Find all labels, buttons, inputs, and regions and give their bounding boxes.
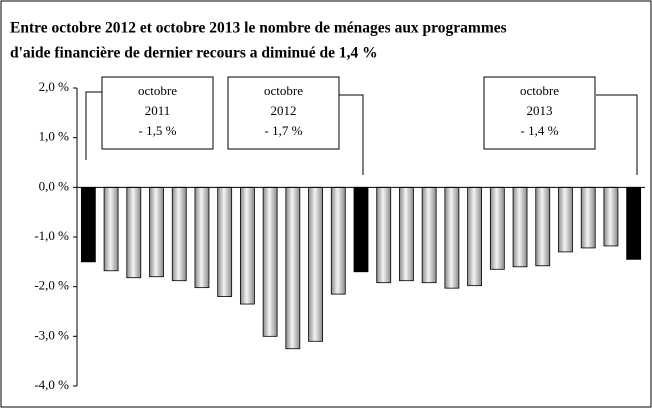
bar — [262, 186, 278, 337]
annotation-text: 2012 — [271, 103, 297, 118]
y-tick-label: -4,0 % — [34, 377, 69, 392]
bar — [330, 186, 346, 295]
bar — [580, 186, 596, 249]
y-tick-label: 0,0 % — [39, 178, 70, 193]
bar — [376, 186, 392, 284]
bar — [103, 186, 119, 272]
annotation-text: 2013 — [527, 103, 553, 118]
bar — [149, 186, 164, 278]
bar — [171, 186, 187, 282]
bar — [489, 186, 505, 270]
bar — [467, 186, 483, 287]
bar — [421, 186, 437, 284]
bar — [353, 186, 369, 273]
bar — [126, 186, 142, 279]
bar — [626, 186, 642, 260]
annotation-text: octobre — [138, 83, 177, 98]
bar — [194, 186, 210, 289]
bar — [444, 186, 460, 289]
bar — [512, 186, 528, 268]
y-tick-label: -1,0 % — [34, 228, 69, 243]
bar — [308, 186, 323, 342]
bar — [558, 186, 573, 253]
chart-title: Entre octobre 2012 et octobre 2013 le no… — [10, 20, 507, 37]
annotation-box — [483, 76, 596, 150]
connector — [339, 94, 364, 175]
chart-title: d'aide financière de dernier recours a d… — [10, 45, 378, 62]
bar — [535, 186, 551, 267]
bar — [217, 186, 233, 297]
annotation-text: - 1,7 % — [265, 123, 303, 138]
bar — [80, 186, 96, 263]
annotation-box — [227, 76, 340, 150]
bar — [603, 186, 619, 247]
annotation-text: - 1,4 % — [521, 123, 559, 138]
connector — [85, 91, 102, 160]
annotation-text: octobre — [520, 83, 559, 98]
y-tick-label: 1,0 % — [39, 129, 70, 144]
bar — [399, 186, 414, 282]
annotation-text: 2011 — [145, 103, 171, 118]
y-tick-label: 2,0 % — [39, 79, 70, 94]
annotation-text: octobre — [264, 83, 303, 98]
annotation-text: - 1,5 % — [139, 123, 177, 138]
connector — [596, 94, 638, 175]
y-tick-label: -2,0 % — [34, 278, 69, 293]
bar — [285, 186, 301, 350]
y-tick-label: -3,0 % — [34, 327, 69, 342]
bar — [239, 186, 255, 305]
annotation-box — [101, 76, 214, 150]
